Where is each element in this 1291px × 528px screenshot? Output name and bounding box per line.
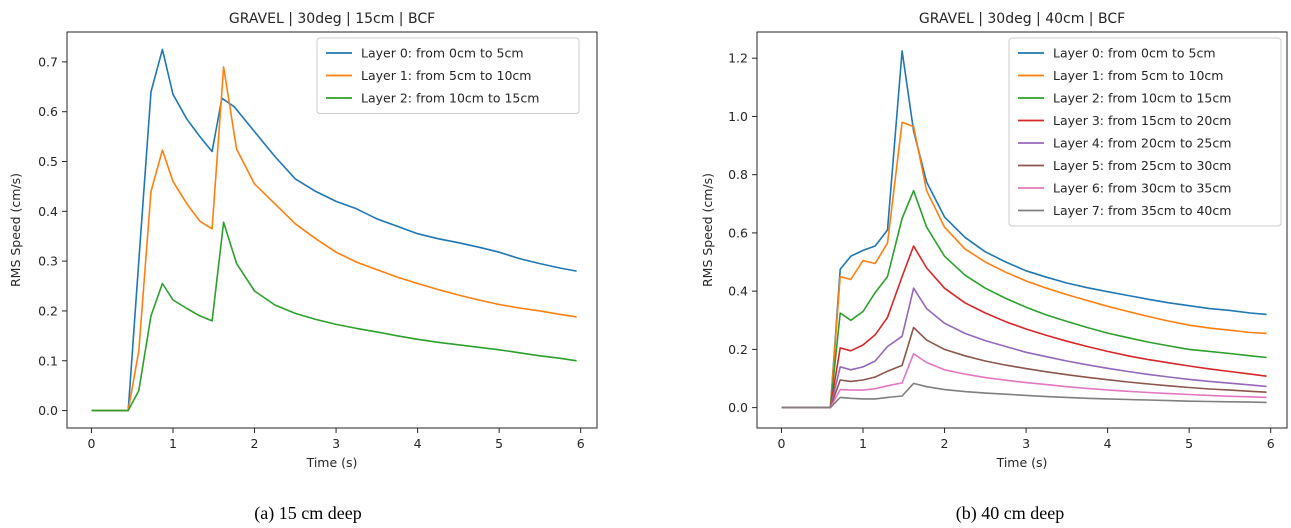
series-line-layer-2 <box>91 221 577 412</box>
y-tick-label: 0.0 <box>38 403 58 418</box>
x-tick-label: 5 <box>495 436 503 451</box>
legend-entry-layer-1: Layer 1: from 5cm to 10cm <box>1053 68 1223 83</box>
y-tick-label: 0.6 <box>728 225 748 240</box>
y-tick-label: 0.1 <box>38 353 58 368</box>
plot-frame <box>66 31 598 429</box>
x-axis-label: Time (s) <box>306 455 358 470</box>
x-tick-label: 2 <box>941 436 949 451</box>
y-tick-label: 0.3 <box>38 254 58 269</box>
caption-a: (a) 15 cm deep <box>254 503 361 524</box>
legend-entry-layer-4: Layer 4: from 20cm to 25cm <box>1053 136 1231 151</box>
legend-entry-layer-0: Layer 0: from 0cm to 5cm <box>361 46 524 61</box>
legend-entry-layer-1: Layer 1: from 5cm to 10cm <box>361 68 531 83</box>
series-line-layer-0 <box>781 50 1267 409</box>
x-tick-label: 1 <box>169 436 177 451</box>
x-tick-label: 4 <box>414 436 422 451</box>
y-tick-label: 0.0 <box>728 400 748 415</box>
y-tick-label: 0.2 <box>38 303 58 318</box>
subplot-a: GRAVEL | 30deg | 15cm | BCF 0 1 2 3 4 5 6 0.0 0.1… <box>8 11 598 470</box>
x-tick-label: 0 <box>777 436 785 451</box>
x-tick-label: 2 <box>251 436 259 451</box>
x-axis-label: Time (s) <box>996 455 1048 470</box>
series-line-layer-1 <box>91 66 577 412</box>
x-tick-label: 5 <box>1185 436 1193 451</box>
x-tick-label: 3 <box>332 436 340 451</box>
x-tick-label: 1 <box>859 436 867 451</box>
plot-frame <box>756 31 1288 429</box>
y-axis-label: RMS Speed (cm/s) <box>8 173 23 287</box>
y-tick-label: 0.8 <box>728 167 748 182</box>
legend-entry-layer-2: Layer 2: from 10cm to 15cm <box>1053 91 1231 106</box>
series-line-layer-2 <box>781 189 1267 409</box>
y-tick-label: 1.0 <box>728 109 748 124</box>
series-line-layer-4 <box>781 287 1267 409</box>
legend-entry-layer-6: Layer 6: from 30cm to 35cm <box>1053 181 1231 196</box>
legend-entry-layer-0: Layer 0: from 0cm to 5cm <box>1053 46 1216 61</box>
y-tick-label: 0.4 <box>728 284 748 299</box>
caption-b: (b) 40 cm deep <box>956 503 1064 524</box>
x-tick-label: 6 <box>577 436 585 451</box>
x-tick-label: 0 <box>87 436 95 451</box>
series-line-layer-0 <box>91 48 577 412</box>
series-line-layer-6 <box>781 352 1267 409</box>
legend-entry-layer-7: Layer 7: from 35cm to 40cm <box>1053 203 1231 218</box>
y-tick-label: 0.4 <box>38 204 58 219</box>
y-tick-label: 0.7 <box>38 54 58 69</box>
legend-entry-layer-3: Layer 3: from 15cm to 20cm <box>1053 113 1231 128</box>
y-axis-label: RMS Speed (cm/s) <box>700 173 715 287</box>
y-tick-label: 0.5 <box>38 154 58 169</box>
chart-title: GRAVEL | 30deg | 15cm | BCF <box>229 11 435 27</box>
legend-box <box>316 37 580 114</box>
chart-title: GRAVEL | 30deg | 40cm | BCF <box>919 11 1125 27</box>
y-tick-label: 0.6 <box>38 104 58 119</box>
series-line-layer-5 <box>781 326 1267 409</box>
legend-box <box>1008 37 1282 227</box>
subplot-b: GRAVEL | 30deg | 40cm | BCF 0 1 2 3 4 5 6 0.0 0.2… <box>700 11 1288 470</box>
x-tick-label: 4 <box>1104 436 1112 451</box>
x-tick-label: 3 <box>1022 436 1030 451</box>
y-tick-label: 1.2 <box>728 51 748 66</box>
y-tick-label: 0.2 <box>728 342 748 357</box>
legend-entry-layer-5: Layer 5: from 25cm to 30cm <box>1053 158 1231 173</box>
x-tick-label: 6 <box>1267 436 1275 451</box>
series-line-layer-7 <box>781 382 1267 409</box>
series-line-layer-1 <box>781 121 1267 409</box>
legend-entry-layer-2: Layer 2: from 10cm to 15cm <box>361 91 539 106</box>
series-line-layer-3 <box>781 245 1267 409</box>
